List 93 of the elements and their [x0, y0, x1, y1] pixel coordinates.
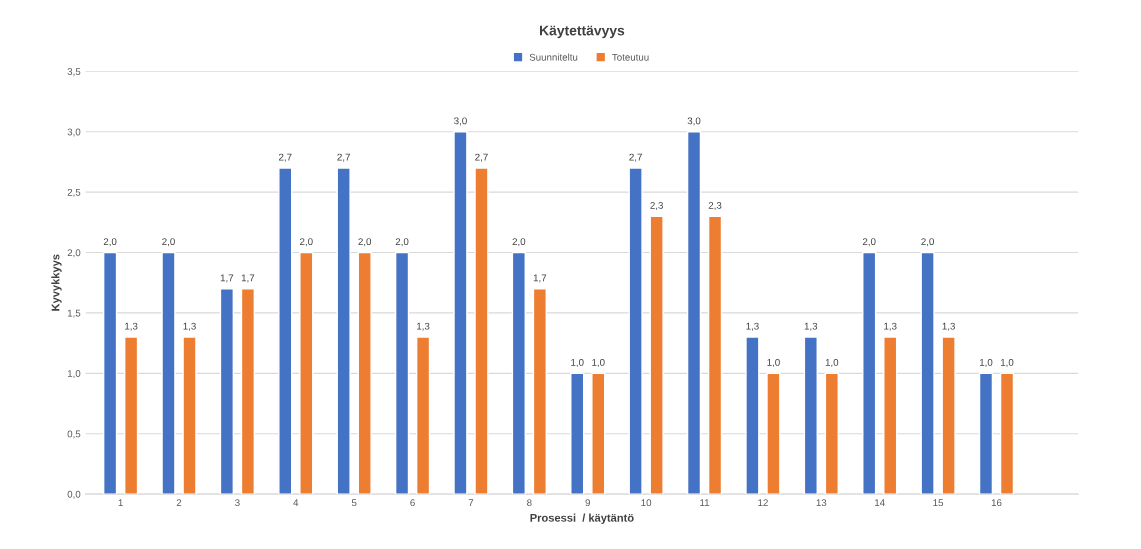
data-label: 1,3 — [942, 322, 955, 331]
x-tick-label: 14 — [875, 499, 885, 507]
legend-label: Toteutuu — [612, 53, 649, 61]
x-tick-label: 2 — [176, 499, 182, 507]
x-tick-label: 11 — [700, 499, 710, 507]
bar — [570, 372, 585, 495]
bar — [999, 372, 1015, 495]
data-label: 2,0 — [395, 238, 409, 247]
bar — [686, 131, 702, 495]
data-label: 1,3 — [125, 322, 138, 331]
bar — [124, 336, 139, 495]
bar — [182, 336, 197, 495]
bar — [920, 251, 935, 495]
data-label: 1,3 — [884, 322, 897, 331]
data-label: 1,3 — [746, 322, 759, 331]
data-label: 1,0 — [979, 358, 993, 367]
y-tick-label: 2,5 — [67, 188, 81, 197]
data-label: 1,0 — [1000, 358, 1014, 367]
bar — [219, 288, 235, 495]
x-tick-label: 13 — [816, 499, 827, 507]
data-label: 2,0 — [921, 238, 934, 247]
data-label: 1,0 — [592, 358, 605, 367]
x-tick-label: 15 — [933, 499, 944, 507]
data-label: 2,7 — [629, 153, 642, 162]
data-label: 2,3 — [650, 201, 663, 210]
bar — [803, 336, 818, 495]
data-label: 1,0 — [767, 358, 780, 367]
bar — [591, 372, 606, 495]
y-tick-label: 0,0 — [67, 490, 81, 499]
data-label: 1,3 — [804, 322, 818, 331]
data-label: 1,3 — [183, 322, 196, 331]
bar — [357, 251, 372, 495]
x-tick-label: 6 — [410, 499, 415, 507]
y-tick-label: 3,0 — [67, 128, 81, 137]
y-tick-label: 3,5 — [67, 68, 81, 77]
data-label: 2,0 — [512, 238, 526, 247]
bar — [707, 215, 723, 495]
data-label: 3,0 — [454, 117, 467, 126]
bar — [862, 251, 877, 495]
y-tick-label: 0,5 — [67, 430, 81, 439]
data-label: 2,0 — [162, 238, 175, 247]
legend-label: Suunniteltu — [529, 53, 578, 61]
bar — [474, 167, 489, 495]
data-label: 2,7 — [475, 153, 488, 162]
data-label: 2,0 — [103, 238, 117, 247]
bar — [278, 167, 293, 495]
bar — [824, 372, 839, 495]
data-label: 2,0 — [862, 238, 876, 247]
bar — [453, 131, 468, 495]
data-label: 1,7 — [241, 274, 255, 283]
bar — [336, 167, 351, 495]
y-axis-title: Kyvykkyys — [51, 254, 62, 311]
bar — [102, 251, 118, 495]
x-tick-label: 8 — [527, 499, 532, 507]
chart-title: Käytettävyys — [539, 25, 625, 39]
data-label: 2,3 — [708, 201, 722, 210]
data-label: 3,0 — [687, 117, 701, 126]
x-tick-label: 10 — [641, 499, 652, 507]
bar — [941, 336, 956, 495]
x-tick-label: 16 — [991, 499, 1002, 507]
x-tick-label: 9 — [585, 499, 590, 507]
data-label: 1,7 — [533, 274, 547, 283]
x-tick-label: 1 — [118, 499, 123, 507]
bar — [161, 251, 176, 495]
bar — [299, 251, 314, 495]
bar — [394, 251, 410, 495]
data-label: 1,0 — [571, 358, 584, 367]
data-label: 2,0 — [358, 238, 372, 247]
data-label: 2,7 — [279, 153, 292, 162]
x-tick-label: 7 — [468, 499, 474, 507]
x-tick-label: 5 — [351, 499, 357, 507]
y-tick-label: 1,5 — [67, 309, 81, 318]
bar — [415, 336, 431, 495]
y-tick-label: 2,0 — [67, 249, 81, 258]
x-tick-label: 3 — [235, 499, 240, 507]
bar — [628, 167, 643, 495]
bar — [649, 215, 664, 495]
x-tick-label: 4 — [293, 499, 299, 507]
bar — [745, 336, 760, 495]
data-label: 2,0 — [300, 238, 313, 247]
x-tick-label: 12 — [758, 499, 768, 507]
x-axis-title: Prosessi / käytäntö — [530, 513, 634, 524]
data-label: 1,7 — [220, 274, 234, 283]
data-label: 1,3 — [417, 322, 430, 331]
bar — [511, 251, 526, 495]
data-label: 2,7 — [337, 153, 350, 162]
data-label: 1,0 — [825, 358, 839, 367]
y-tick-label: 1,0 — [67, 370, 81, 379]
bar — [532, 288, 547, 495]
bar — [766, 372, 781, 495]
bar — [978, 372, 994, 495]
bar — [240, 288, 256, 495]
bar — [883, 336, 898, 495]
